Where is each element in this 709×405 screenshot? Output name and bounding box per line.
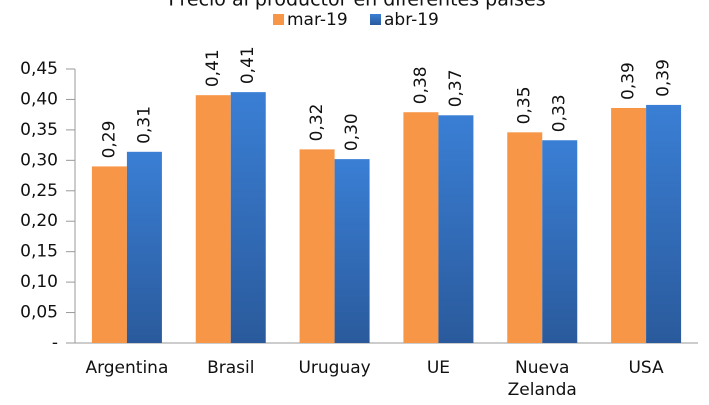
bar bbox=[230, 92, 266, 343]
value-label: 0,32 bbox=[307, 104, 327, 142]
value-label: 0,41 bbox=[203, 49, 223, 87]
x-tick-label: Argentina bbox=[85, 358, 169, 378]
bar bbox=[403, 112, 439, 343]
y-tick-label: - bbox=[52, 333, 58, 353]
value-label: 0,39 bbox=[654, 59, 674, 97]
value-label: 0,31 bbox=[134, 106, 154, 144]
bar bbox=[507, 132, 543, 343]
bar bbox=[91, 166, 127, 343]
x-tick-label: Uruguay bbox=[298, 358, 371, 378]
bar bbox=[334, 159, 370, 343]
legend-label: abr-19 bbox=[384, 10, 439, 30]
bar bbox=[646, 104, 682, 344]
bar bbox=[438, 115, 474, 343]
y-tick-label: 0,35 bbox=[20, 120, 58, 140]
value-label: 0,30 bbox=[342, 113, 362, 151]
y-tick-label: 0,30 bbox=[20, 150, 58, 170]
legend-swatch bbox=[370, 14, 381, 25]
y-tick-label: 0,15 bbox=[20, 242, 58, 262]
y-tick-label: 0,10 bbox=[20, 272, 58, 292]
value-label: 0,37 bbox=[446, 69, 466, 107]
value-label: 0,38 bbox=[411, 66, 431, 104]
value-label: 0,39 bbox=[619, 62, 639, 100]
y-tick-label: 0,40 bbox=[20, 89, 58, 109]
bar bbox=[126, 151, 162, 343]
value-label: 0,35 bbox=[515, 86, 535, 124]
y-tick-label: 0,20 bbox=[20, 211, 58, 231]
x-tick-label: UE bbox=[426, 358, 450, 378]
bar bbox=[299, 149, 335, 343]
y-tick-label: 0,25 bbox=[20, 181, 58, 201]
value-label: 0,33 bbox=[550, 94, 570, 132]
x-tick-label: Brasil bbox=[207, 358, 255, 378]
legend-label: mar-19 bbox=[287, 10, 348, 30]
value-label: 0,41 bbox=[238, 46, 258, 84]
x-tick-label: Nueva Zelanda bbox=[507, 358, 577, 400]
legend-swatch bbox=[273, 14, 284, 25]
x-tick-label: USA bbox=[628, 358, 664, 378]
bar bbox=[611, 107, 647, 343]
y-tick-label: 0,05 bbox=[20, 303, 58, 323]
bar bbox=[542, 140, 578, 343]
chart-title: Precio al productor en diferentes países bbox=[168, 0, 545, 11]
y-tick-label: 0,45 bbox=[20, 59, 58, 79]
value-label: 0,29 bbox=[99, 121, 119, 159]
bar bbox=[195, 95, 231, 343]
